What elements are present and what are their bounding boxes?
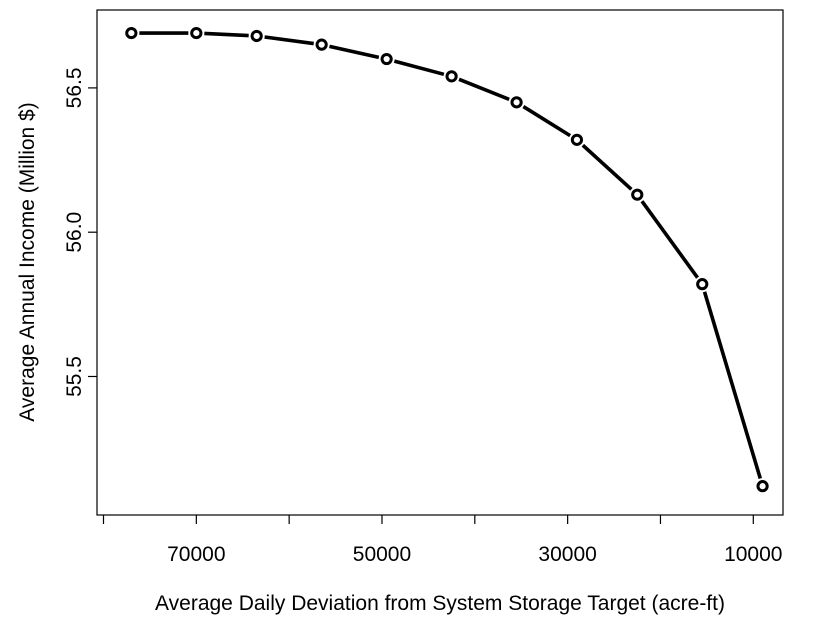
- data-point: [190, 26, 203, 40]
- data-point: [631, 188, 644, 201]
- y-tick-label: 56.0: [63, 212, 86, 253]
- x-axis: 70000 50000 30000 10000: [102, 515, 782, 566]
- x-tick-label: 50000: [353, 543, 411, 566]
- series-line-segment: [458, 77, 510, 102]
- y-tick-label: 55.5: [63, 356, 86, 397]
- series-line-segment: [393, 59, 445, 77]
- x-tick-label: 30000: [538, 543, 596, 566]
- y-tick-label: 56.5: [63, 67, 86, 108]
- data-point: [570, 133, 584, 146]
- series-line-segment: [581, 143, 633, 191]
- data-point: [510, 96, 523, 109]
- data-point: [250, 29, 263, 43]
- series-line-segment: [204, 31, 249, 38]
- series-line-segment: [522, 105, 572, 138]
- series-line-segment: [640, 200, 699, 279]
- series-line-segment: [329, 44, 380, 60]
- x-axis-title: Average Daily Deviation from System Stor…: [155, 592, 725, 615]
- series-line-segment: [702, 291, 763, 479]
- y-axis-title: Average Annual Income (Million $): [16, 102, 39, 421]
- data-point: [125, 26, 138, 40]
- data-point: [315, 38, 328, 51]
- data-point: [756, 480, 769, 493]
- series-layer: [125, 26, 769, 493]
- x-tick-label: 70000: [167, 543, 225, 566]
- data-point: [696, 278, 709, 291]
- data-point: [445, 70, 458, 83]
- data-point: [380, 52, 393, 66]
- x-tick-label: 10000: [724, 543, 782, 566]
- y-axis: 55.5 56.0 56.5: [63, 67, 97, 397]
- plot-frame: [96, 9, 784, 516]
- series-line-segment: [264, 35, 314, 46]
